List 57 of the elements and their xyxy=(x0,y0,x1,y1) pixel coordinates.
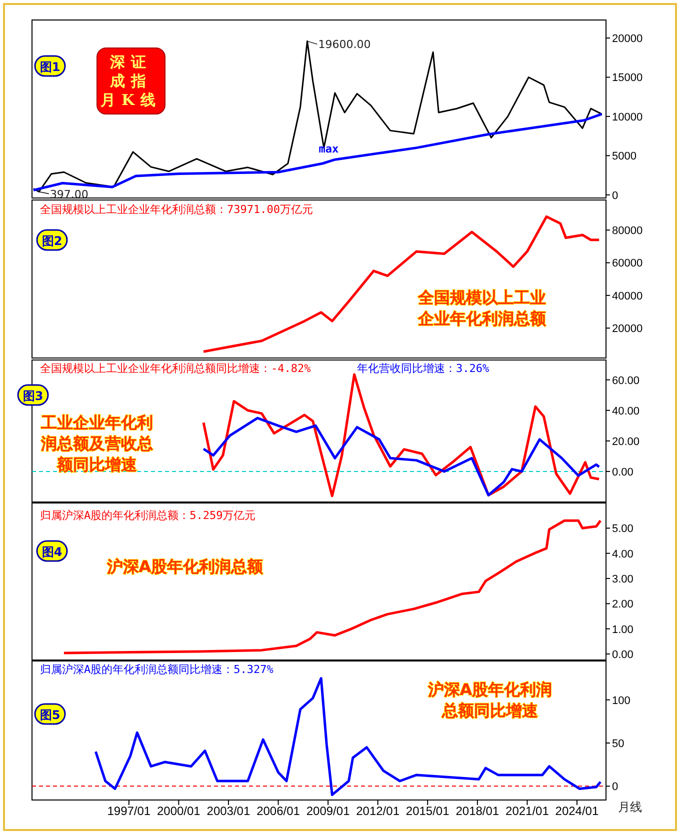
chart-title: 全国规模以上工业企业年化利润总额：73971.00万亿元 xyxy=(40,203,313,216)
annotation: 图4 xyxy=(42,545,62,559)
y-tick-label: 4.00 xyxy=(612,548,634,560)
y-tick-label: 1.00 xyxy=(612,624,634,636)
line-series xyxy=(202,416,600,496)
text: 月线 xyxy=(618,800,642,814)
y-tick-label: 0 xyxy=(612,781,618,794)
chart-title: 归属沪深A股的年化利润总额同比增速：5.327% xyxy=(40,663,274,676)
x-tick-label: 2000/01 xyxy=(156,804,201,818)
x-tick-label: 2006/01 xyxy=(256,804,300,818)
series-label: max xyxy=(318,142,340,156)
annotation: 沪深A股年化利润总额 xyxy=(106,557,264,576)
annotation: 图1 xyxy=(40,60,60,74)
line-series xyxy=(62,519,602,654)
y-tick-label: 80000 xyxy=(612,225,643,238)
annotation: 图2 xyxy=(42,234,62,248)
text: 归属沪深A股的年化利润总额：5.259万亿元 xyxy=(40,509,256,522)
y-tick-label: 40000 xyxy=(612,290,643,302)
y-tick-label: 10000 xyxy=(612,111,643,124)
line-series xyxy=(32,112,604,192)
x-tick-label: 2018/01 xyxy=(456,804,500,818)
annotation: 397.00 xyxy=(50,188,88,201)
text: 深证成指月K线 xyxy=(99,53,162,109)
y-tick-label: 5.00 xyxy=(612,523,634,536)
y-tick-label: 60000 xyxy=(612,258,643,270)
x-tick-label: 2015/01 xyxy=(406,804,450,818)
y-tick-label: 2.00 xyxy=(612,598,634,611)
annotation: 图3 xyxy=(22,389,44,403)
text: 年化营收同比增速：3.26% xyxy=(357,362,490,375)
y-tick-label: 100 xyxy=(612,694,630,707)
x-tick-label: 2009/01 xyxy=(306,804,350,818)
y-tick-label: 40.00 xyxy=(612,405,640,418)
line-series xyxy=(202,373,600,498)
y-tick-label: 50 xyxy=(612,738,624,750)
x-tick-label: 2024/01 xyxy=(555,804,599,818)
annotation: 沪深A股年化利润总额同比增速 xyxy=(426,680,552,720)
y-tick-label: 15000 xyxy=(612,72,643,84)
x-tick-label: 2012/01 xyxy=(356,804,400,818)
y-tick-label: 0.00 xyxy=(612,466,634,478)
y-tick-label: 0 xyxy=(612,190,618,202)
annotation: 图5 xyxy=(40,708,60,722)
y-tick-label: 20000 xyxy=(612,323,643,336)
x-tick-label: 2021/01 xyxy=(506,804,550,818)
y-tick-label: 3.00 xyxy=(612,573,634,586)
line-series xyxy=(94,677,602,796)
annotation: 工业企业年化利润总额及营收总额同比增速 xyxy=(40,413,153,474)
y-tick-label: 20000 xyxy=(612,33,643,46)
y-tick-label: 0.00 xyxy=(612,648,634,661)
y-tick-label: 60.00 xyxy=(612,374,640,387)
line-series xyxy=(202,215,600,353)
annotation: 全国规模以上工业企业年化利润总额 xyxy=(417,288,547,328)
annotation: 19600.00 xyxy=(318,38,371,52)
x-tick-label: 2003/01 xyxy=(206,804,250,818)
y-tick-label: 20.00 xyxy=(612,436,640,448)
x-tick-label: 1997/01 xyxy=(107,804,151,818)
text: 全国规模以上工业企业年化利润总额同比增速：-4.82% xyxy=(40,362,312,375)
y-tick-label: 5000 xyxy=(612,150,636,163)
